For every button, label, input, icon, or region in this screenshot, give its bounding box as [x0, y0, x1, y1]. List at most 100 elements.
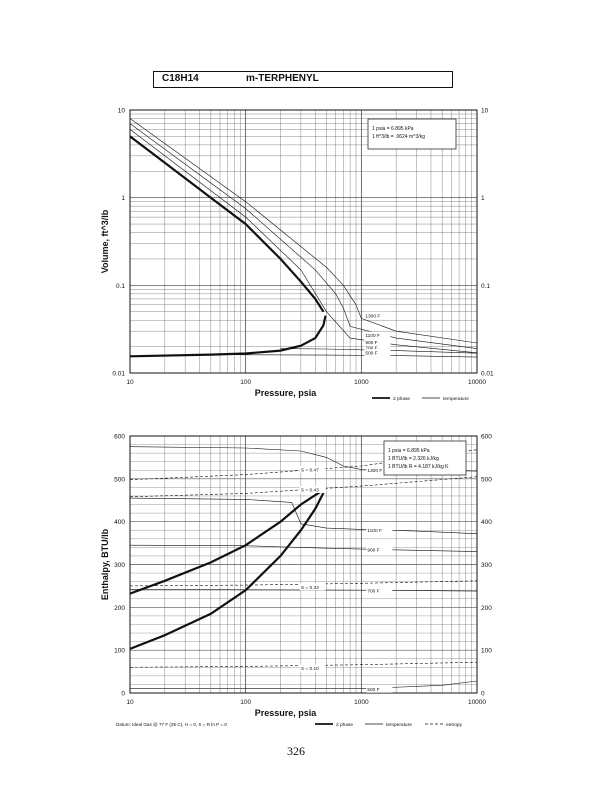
y-tick-label-left: 0 — [121, 691, 125, 698]
isotherm-label-bg — [364, 331, 391, 339]
x-tick-label: 1000 — [354, 379, 369, 386]
compound-name: m-TERPHENYL — [246, 73, 319, 84]
isotherm-label-bg — [366, 685, 393, 693]
y-tick-label-left: 200 — [114, 605, 125, 612]
conversion-box — [383, 440, 467, 476]
y-tick-label-right: 0.1 — [481, 283, 490, 290]
isotherm-line — [129, 129, 478, 354]
y-tick-label-right: 0.01 — [481, 371, 494, 378]
isentrope-line — [129, 661, 478, 668]
conversion-text: 1 psia = 6.895 kPa — [372, 126, 414, 132]
isentrope-label-bg — [299, 486, 326, 494]
isotherm-label: 500 F — [365, 351, 377, 357]
compound-formula: C18H14 — [162, 73, 199, 84]
y-axis-label: Volume, ft^3/lb — [100, 209, 110, 273]
plot-frame — [129, 435, 478, 694]
legend-label: 2 phase — [393, 396, 410, 402]
isotherm-line — [280, 348, 478, 354]
isotherm-label-bg — [364, 344, 391, 352]
x-axis-label: Pressure, psia — [255, 708, 318, 718]
y-tick-label-left: 300 — [114, 562, 125, 569]
isentrope-line — [129, 476, 478, 498]
y-tick-label-left: 400 — [114, 519, 125, 526]
isotherm-label-bg — [366, 526, 393, 534]
conversion-text: 1 BTU/lb R = 4.187 kJ/kg K — [388, 464, 449, 470]
x-tick-label: 1000 — [354, 699, 369, 706]
y-axis-label: Enthalpy, BTU/lb — [100, 528, 110, 600]
isentrope-label: S = 0.33 — [301, 585, 319, 591]
isotherm-line — [129, 544, 478, 552]
legend-label: temperature — [386, 722, 412, 728]
y-tick-label-left: 0.1 — [116, 283, 125, 290]
conversion-box — [367, 118, 457, 150]
isentrope-label: S = 0.47 — [301, 467, 319, 473]
isotherm-label: 900 F — [367, 548, 379, 554]
x-tick-label: 10000 — [468, 699, 486, 706]
legend-label: 2 phase — [336, 722, 353, 728]
isotherm-label: 1100 F — [365, 333, 380, 339]
x-axis-label: Pressure, psia — [255, 388, 318, 398]
saturation-vapor-curve — [129, 488, 326, 595]
y-tick-label-right: 600 — [481, 434, 492, 441]
isotherm-label: 1300 F — [367, 468, 382, 474]
x-tick-label: 10 — [126, 699, 134, 706]
y-tick-label-right: 100 — [481, 648, 492, 655]
isentrope-label-bg — [299, 583, 326, 591]
x-tick-label: 10 — [126, 379, 134, 386]
datum-note: Datum: Ideal Gas @ 77 F (25 C), H = 0, S… — [116, 722, 227, 727]
y-tick-label-right: 1 — [481, 195, 485, 202]
x-tick-label: 10000 — [468, 379, 486, 386]
y-tick-label-right: 200 — [481, 605, 492, 612]
isotherm-label: 900 F — [365, 340, 377, 346]
isotherm-label-bg — [366, 587, 393, 595]
isotherm-label: 500 F — [367, 687, 379, 693]
grid — [129, 109, 478, 374]
isotherm-line — [130, 680, 478, 689]
isotherm-label: 1100 F — [367, 528, 382, 534]
saturation-liquid-curve — [129, 315, 327, 358]
y-tick-label-right: 10 — [481, 108, 489, 115]
y-tick-label-left: 500 — [114, 476, 125, 483]
isotherm-label-bg — [364, 349, 391, 357]
conversion-text: 1 ft^3/lb = .0624 m^3/kg — [372, 134, 425, 140]
isotherm-line — [129, 589, 478, 592]
isentrope-label: S = 0.10 — [301, 666, 319, 672]
isentrope-label-bg — [299, 465, 326, 473]
y-tick-label-left: 0.01 — [112, 371, 125, 378]
y-tick-label-left: 10 — [118, 108, 126, 115]
y-tick-label-right: 0 — [481, 691, 485, 698]
legend-label: temperature — [443, 396, 469, 402]
isotherm-label: 1300 F — [365, 313, 380, 319]
plot-frame — [129, 109, 478, 374]
isotherm-label: 700 F — [367, 589, 379, 595]
isotherm-line — [129, 118, 478, 344]
isotherm-label-bg — [366, 466, 393, 474]
saturation-vapor-curve — [129, 135, 325, 313]
isotherm-line — [129, 497, 478, 534]
page-number: 326 — [287, 744, 305, 758]
isotherm-line — [210, 354, 478, 358]
isentrope-line — [129, 580, 478, 587]
y-tick-label-left: 100 — [114, 648, 125, 655]
conversion-text: 1 BTU/lb = 2.326 kJ/kg — [388, 456, 439, 462]
legend-label: entropy — [446, 722, 463, 728]
y-tick-label-left: 1 — [121, 195, 125, 202]
isotherm-label: 700 F — [365, 346, 377, 352]
compound-title-box: C18H14 m-TERPHENYL — [153, 71, 453, 88]
isotherm-line — [129, 123, 478, 349]
isotherm-label-bg — [364, 338, 391, 346]
conversion-text: 1 psia = 6.895 kPa — [388, 448, 430, 454]
y-tick-label-left: 600 — [114, 434, 125, 441]
isentrope-label: S = 0.43 — [301, 488, 319, 494]
x-tick-label: 100 — [240, 379, 251, 386]
y-tick-label-right: 300 — [481, 562, 492, 569]
isotherm-label-bg — [364, 311, 391, 319]
y-tick-label-right: 400 — [481, 519, 492, 526]
isotherm-label-bg — [366, 546, 393, 554]
isentrope-label-bg — [299, 664, 326, 672]
y-tick-label-right: 500 — [481, 476, 492, 483]
saturation-liquid-curve — [129, 490, 326, 650]
